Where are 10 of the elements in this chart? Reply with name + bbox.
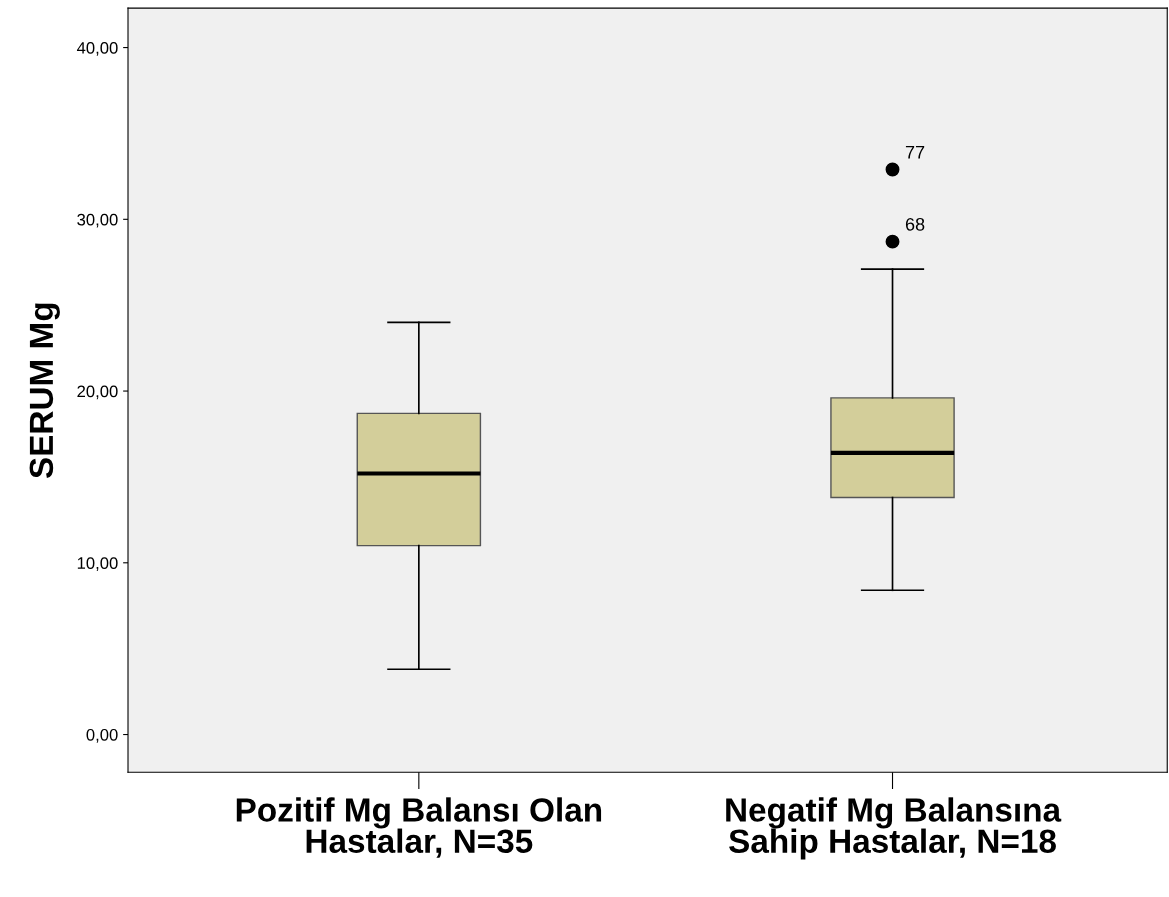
annotation: 77	[905, 145, 925, 159]
y-tick-label: 10,00	[77, 557, 118, 571]
y-axis-title: SERUM Mg	[29, 303, 60, 479]
x-tick-label: Negatif Mg Balansına Sahip Hastalar, N=18	[726, 797, 1062, 860]
y-tick-label: 0,00	[86, 728, 118, 743]
y-tick-label: 40,00	[76, 41, 118, 56]
y-tick-label: 30,00	[77, 213, 118, 228]
x-tick-label: Pozitif Mg Balansı Olan Hastalar, N=35	[236, 797, 602, 858]
annotation: 68	[905, 217, 925, 231]
y-tick-label: 20,00	[77, 385, 118, 400]
